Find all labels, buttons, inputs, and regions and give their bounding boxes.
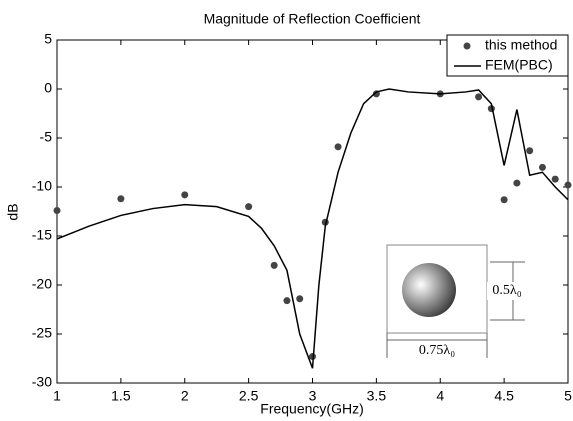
- marker: [500, 196, 508, 204]
- legend-label: FEM(PBC): [485, 57, 553, 73]
- x-tick-label: 1: [53, 388, 61, 404]
- y-tick-label: -10: [32, 178, 52, 194]
- x-tick-label: 3: [309, 388, 317, 404]
- plot-frame: [56, 39, 569, 384]
- chart-title: Magnitude of Reflection Coefficient: [204, 11, 421, 27]
- y-tick-label: -20: [32, 276, 52, 292]
- marker: [334, 143, 342, 151]
- y-tick-label: -25: [32, 325, 52, 341]
- marker: [513, 179, 521, 187]
- y-tick-label: -30: [32, 374, 52, 390]
- line: [56, 88, 569, 369]
- x-tick-label: 2.5: [239, 388, 259, 404]
- marker: [526, 147, 534, 155]
- y-axis-label: dB: [5, 203, 21, 220]
- label-bg: [487, 282, 527, 300]
- x-tick-label: 4: [436, 388, 444, 404]
- y-tick-label: -15: [32, 227, 52, 243]
- inset: 0.5λ₀ 0.75λ₀: [386, 244, 527, 358]
- marker: [551, 175, 559, 183]
- y-tick-label: 0: [44, 80, 52, 96]
- x-tick-label: 3.5: [367, 388, 387, 404]
- marker: [564, 181, 572, 189]
- marker: [181, 191, 189, 199]
- marker: [53, 207, 61, 215]
- inset-label: 0.5λ₀: [492, 283, 521, 298]
- legend-marker: [463, 42, 471, 50]
- marker: [270, 261, 278, 269]
- x-axis-label: Frequency(GHz): [260, 401, 363, 417]
- marker: [117, 195, 125, 203]
- x-tick-label: 1.5: [111, 388, 131, 404]
- marker: [538, 163, 546, 171]
- sphere: [402, 263, 456, 317]
- marker: [283, 297, 291, 305]
- x-tick-label: 5: [564, 388, 572, 404]
- legend-label: this method: [485, 37, 557, 53]
- y-tick-label: -5: [40, 129, 53, 145]
- x-tick-label: 2: [181, 388, 189, 404]
- y-tick-label: 5: [44, 31, 52, 47]
- marker: [296, 295, 304, 303]
- inset-label: 0.75λ₀: [419, 343, 455, 358]
- marker: [245, 203, 253, 211]
- legend: [446, 34, 569, 77]
- marker: [475, 93, 483, 101]
- x-tick-label: 4.5: [494, 388, 514, 404]
